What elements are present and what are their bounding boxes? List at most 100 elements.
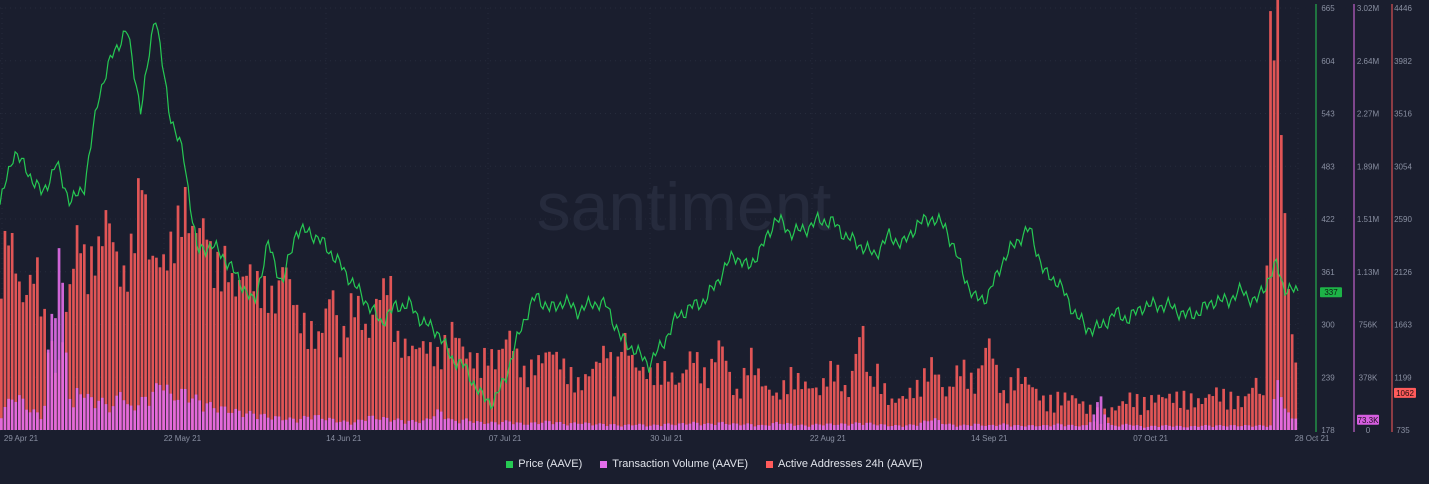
volume-bar: [28, 412, 32, 430]
volume-bar: [649, 425, 652, 430]
address-bar: [984, 347, 988, 430]
volume-bar: [511, 424, 515, 430]
address-bar: [1261, 395, 1265, 430]
address-bar: [1023, 376, 1027, 430]
volume-bar: [1117, 426, 1121, 430]
volume-bar: [1132, 425, 1135, 430]
volume-bar: [335, 422, 339, 430]
address-bar: [1088, 404, 1092, 430]
address-bar: [969, 372, 973, 430]
volume-bar: [1225, 426, 1229, 430]
addresses-axis-tick-label: 3982: [1394, 57, 1412, 66]
volume-bar: [472, 422, 476, 430]
volume-bar: [1103, 414, 1106, 430]
address-bar: [1085, 413, 1088, 430]
volume-bar: [421, 420, 425, 430]
volume-bar: [234, 408, 238, 430]
volume-bar: [1215, 425, 1218, 430]
volume-bar: [915, 425, 919, 430]
address-bar: [1005, 403, 1009, 430]
addresses-axis-tick-label: 1199: [1394, 373, 1412, 382]
address-bar: [915, 379, 919, 430]
address-bar: [108, 223, 111, 430]
address-bar: [1081, 401, 1085, 430]
volume-bar: [948, 423, 951, 430]
volume-bar: [1023, 426, 1027, 430]
address-bar: [623, 332, 627, 430]
address-bar: [649, 367, 652, 430]
address-bar: [270, 285, 274, 430]
address-bar: [793, 389, 796, 430]
volume-bar: [872, 424, 876, 430]
address-bar: [1207, 394, 1211, 430]
address-bar: [580, 390, 584, 430]
volume-bar: [151, 391, 155, 430]
volume-bar: [746, 423, 750, 430]
address-bar: [349, 293, 353, 430]
x-tick-label: 22 Aug 21: [810, 434, 847, 443]
volume-bar: [522, 424, 526, 430]
volume-bar: [43, 405, 46, 430]
volume-bar: [782, 424, 786, 430]
address-bar: [284, 267, 288, 430]
volume-bar: [346, 421, 349, 430]
address-bar: [216, 251, 220, 430]
volume-bar: [775, 421, 778, 430]
legend-item-volume[interactable]: Transaction Volume (AAVE): [600, 458, 748, 470]
address-bar: [602, 345, 605, 430]
address-bar: [147, 259, 151, 430]
volume-bar: [537, 424, 540, 430]
volume-bar: [1020, 425, 1024, 430]
address-bar: [1171, 402, 1175, 430]
address-bar: [782, 380, 786, 430]
volume-bar: [933, 418, 937, 430]
watermark: santiment: [537, 169, 832, 245]
address-bar: [703, 367, 706, 430]
address-bar: [183, 186, 187, 430]
volume-bar: [894, 425, 897, 430]
volume-bar: [137, 405, 140, 430]
addresses-axis-tick-label: 1663: [1394, 321, 1412, 330]
legend-label-volume: Transaction Volume (AAVE): [612, 458, 748, 470]
volume-bar: [46, 349, 50, 430]
address-bars: [0, 0, 1298, 431]
address-bar: [144, 194, 147, 430]
address-bar: [558, 369, 562, 430]
volume-bar: [36, 412, 39, 430]
volume-bar: [356, 419, 360, 430]
volume-bar: [486, 423, 490, 430]
volume-bar: [1074, 426, 1078, 430]
volume-bar: [1261, 425, 1265, 430]
volume-bar: [1290, 418, 1294, 430]
address-bar: [858, 337, 861, 430]
price-axis-tick-label: 300: [1321, 321, 1335, 330]
address-bar: [1070, 395, 1074, 430]
price-swatch-icon: [506, 460, 514, 468]
address-bar: [522, 365, 526, 430]
address-bar: [472, 368, 476, 430]
volume-bar: [1060, 424, 1063, 430]
address-bar: [201, 218, 205, 430]
volume-bar: [86, 393, 90, 430]
address-bar: [746, 375, 750, 430]
volume-bar: [32, 409, 36, 430]
volume-bar: [201, 411, 205, 430]
volume-bar: [263, 413, 266, 430]
volume-bar: [140, 396, 144, 430]
volume-bar: [1243, 425, 1247, 430]
legend-item-price[interactable]: Price (AAVE): [506, 458, 582, 470]
volume-bar: [944, 424, 948, 430]
address-bar: [7, 245, 10, 430]
volume-bar: [393, 420, 396, 430]
volume-bar: [594, 424, 598, 430]
volume-axis-tick-label: 3.02M: [1357, 4, 1380, 13]
address-bar: [850, 370, 854, 430]
address-bar: [43, 308, 46, 430]
address-bar: [418, 347, 421, 430]
volume-bar: [479, 421, 483, 430]
address-bar: [894, 402, 897, 430]
legend-item-addresses[interactable]: Active Addresses 24h (AAVE): [766, 458, 923, 470]
volume-bar: [879, 424, 883, 430]
address-bar: [1128, 392, 1132, 430]
address-bar: [923, 368, 926, 430]
